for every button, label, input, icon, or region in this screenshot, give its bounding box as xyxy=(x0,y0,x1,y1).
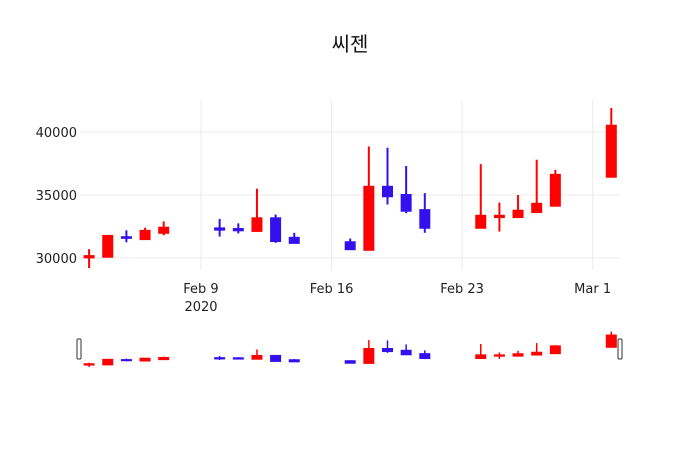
x-tick-label: Mar 1 xyxy=(574,282,611,297)
candle-increasing[interactable] xyxy=(605,108,617,178)
x-tick-label: Feb 9 xyxy=(183,282,218,297)
x-axis: Feb 9 2020 Feb 16 Feb 23 Mar 1 xyxy=(183,282,611,315)
slider-candle xyxy=(102,358,114,366)
candles[interactable] xyxy=(83,108,617,269)
candle-increasing[interactable] xyxy=(549,169,561,207)
candle-increasing[interactable] xyxy=(531,159,543,214)
slider-candle xyxy=(382,340,393,353)
candle-increasing[interactable] xyxy=(512,195,524,219)
slider-candle xyxy=(512,350,524,357)
candle-increasing[interactable] xyxy=(83,249,95,269)
chart-title: 씨젠 xyxy=(331,32,369,56)
candle-decreasing[interactable] xyxy=(400,166,412,214)
slider-candle xyxy=(158,356,170,361)
slider-candle xyxy=(531,343,543,356)
candle-decreasing[interactable] xyxy=(232,223,244,234)
range-slider-right-handle[interactable] xyxy=(617,338,623,360)
y-axis: 30000 35000 40000 xyxy=(36,126,77,267)
slider-candle xyxy=(214,356,226,360)
slider-candle xyxy=(270,354,282,362)
candle-increasing[interactable] xyxy=(363,146,375,251)
candle-decreasing[interactable] xyxy=(270,214,282,243)
slider-candle xyxy=(288,359,300,363)
slider-candle xyxy=(251,349,263,360)
grid-lines xyxy=(80,100,620,270)
candle-increasing[interactable] xyxy=(475,164,487,229)
candle-increasing[interactable] xyxy=(139,227,151,241)
slider-candle xyxy=(493,352,505,359)
slider-candle xyxy=(363,340,375,364)
candle-increasing[interactable] xyxy=(158,221,170,236)
slider-candle xyxy=(120,358,132,362)
range-slider[interactable] xyxy=(76,331,623,367)
range-slider-left-handle[interactable] xyxy=(76,338,82,360)
slider-candle xyxy=(400,344,412,356)
slider-candle xyxy=(232,357,244,360)
candle-decreasing[interactable] xyxy=(214,218,226,237)
x-tick-year-label: 2020 xyxy=(184,300,217,315)
candle-decreasing[interactable] xyxy=(288,232,300,244)
x-tick-label: Feb 16 xyxy=(310,282,354,297)
y-tick-label: 40000 xyxy=(36,126,77,141)
slider-candle xyxy=(549,345,561,355)
candle-decreasing[interactable] xyxy=(382,147,393,205)
candle-decreasing[interactable] xyxy=(419,193,431,233)
slider-candle xyxy=(475,344,487,360)
slider-candle xyxy=(83,362,95,367)
y-tick-label: 35000 xyxy=(36,189,77,204)
slider-candle xyxy=(344,360,356,364)
candle-increasing[interactable] xyxy=(493,202,505,232)
x-tick-label: Feb 23 xyxy=(440,282,484,297)
slider-candle xyxy=(605,331,617,348)
candle-decreasing[interactable] xyxy=(344,238,356,251)
candle-increasing[interactable] xyxy=(251,188,263,232)
candle-increasing[interactable] xyxy=(102,234,114,258)
slider-candle xyxy=(139,357,151,362)
y-tick-label: 30000 xyxy=(36,252,77,267)
candle-decreasing[interactable] xyxy=(120,230,132,243)
slider-candle xyxy=(419,350,431,360)
